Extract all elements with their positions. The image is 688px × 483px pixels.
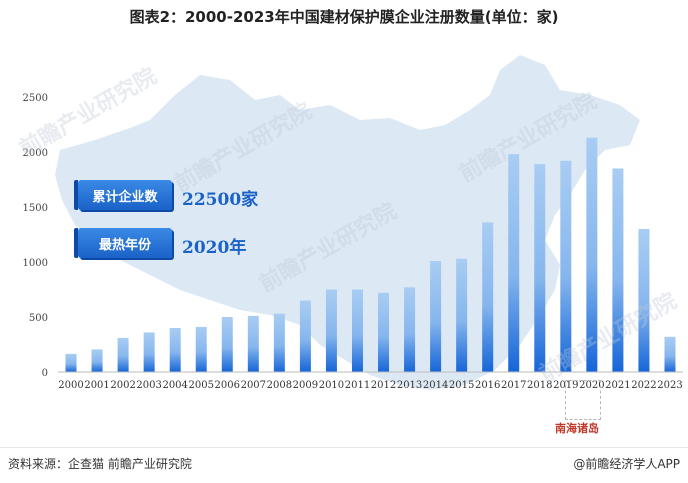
bar-2011 <box>351 289 363 372</box>
x-tick-label: 2009 <box>293 380 318 391</box>
bar-2022 <box>638 229 650 372</box>
y-tick-label: 1500 <box>23 203 48 214</box>
bar-2020 <box>586 137 598 372</box>
chart-title: 图表2：2000-2023年中国建材保护膜企业注册数量(单位：家) <box>129 8 559 26</box>
bar-2014 <box>430 260 442 372</box>
y-tick-label: 0 <box>42 368 48 379</box>
x-tick-label: 2020 <box>579 380 604 391</box>
bar-2010 <box>325 289 337 372</box>
south-china-sea-label: 南海诸岛 <box>555 422 599 435</box>
x-tick-label: 2018 <box>527 380 552 391</box>
bar-2018 <box>534 164 546 372</box>
y-tick-label: 2000 <box>23 148 48 159</box>
bar-2004 <box>169 328 181 372</box>
y-tick-label: 2500 <box>23 93 48 104</box>
bar-2005 <box>195 326 207 372</box>
badge-total-value: 22500家 <box>182 190 259 210</box>
bar-2012 <box>378 292 390 372</box>
bar-2003 <box>143 332 155 372</box>
bar-2023 <box>664 336 676 372</box>
x-axis: 2000 2001 2002 2003 2004 2005 2006 2007 2008 2009… <box>58 371 683 391</box>
badge-total-label: 累计企业数 <box>74 180 172 210</box>
footer-divider <box>0 447 688 448</box>
bar-2021 <box>612 168 624 372</box>
x-tick-label: 2004 <box>162 380 187 391</box>
x-tick-label: 2006 <box>215 380 240 391</box>
china-map-background <box>55 55 640 390</box>
x-tick-label: 2011 <box>345 380 370 391</box>
bar-2009 <box>299 300 311 372</box>
bars <box>65 137 676 372</box>
brand-label: @前瞻经济学人APP <box>573 457 680 471</box>
x-tick-label: 2001 <box>84 380 109 391</box>
x-tick-label: 2022 <box>631 380 656 391</box>
badge-peak-value: 2020年 <box>182 238 247 258</box>
x-tick-label: 2000 <box>58 380 83 391</box>
y-axis: 0 500 1000 1500 2000 2500 <box>23 93 48 379</box>
x-tick-label: 2021 <box>605 380 630 391</box>
x-tick-label: 2008 <box>267 380 292 391</box>
bar-2008 <box>273 313 285 372</box>
y-tick-label: 1000 <box>23 258 48 269</box>
x-tick-label: 2023 <box>657 380 682 391</box>
bar-2013 <box>404 287 416 372</box>
y-tick-label: 500 <box>29 313 48 324</box>
source-note: 资料来源：企查猫 前瞻产业研究院 <box>8 457 192 471</box>
x-tick-label: 2003 <box>136 380 161 391</box>
bar-2002 <box>117 337 129 372</box>
x-tick-label: 2016 <box>475 380 500 391</box>
bar-2016 <box>482 222 494 372</box>
x-tick-label: 2010 <box>319 380 344 391</box>
x-tick-label: 2015 <box>449 380 474 391</box>
x-tick-label: 2007 <box>241 380 266 391</box>
bar-2017 <box>508 154 520 372</box>
x-tick-label: 2017 <box>501 380 526 391</box>
bar-2007 <box>247 315 259 372</box>
x-tick-label: 2014 <box>423 380 448 391</box>
bar-2001 <box>91 349 103 372</box>
x-tick-label: 2005 <box>189 380 214 391</box>
bar-2000 <box>65 353 77 372</box>
x-tick-label: 2012 <box>371 380 396 391</box>
x-tick-label: 2002 <box>110 380 135 391</box>
bar-2015 <box>456 258 468 372</box>
bar-2006 <box>221 317 233 372</box>
bar-2019 <box>560 160 572 372</box>
x-tick-label: 2013 <box>397 380 422 391</box>
south-china-sea-inset <box>565 380 601 420</box>
badge-peak-label: 最热年份 <box>74 228 172 258</box>
